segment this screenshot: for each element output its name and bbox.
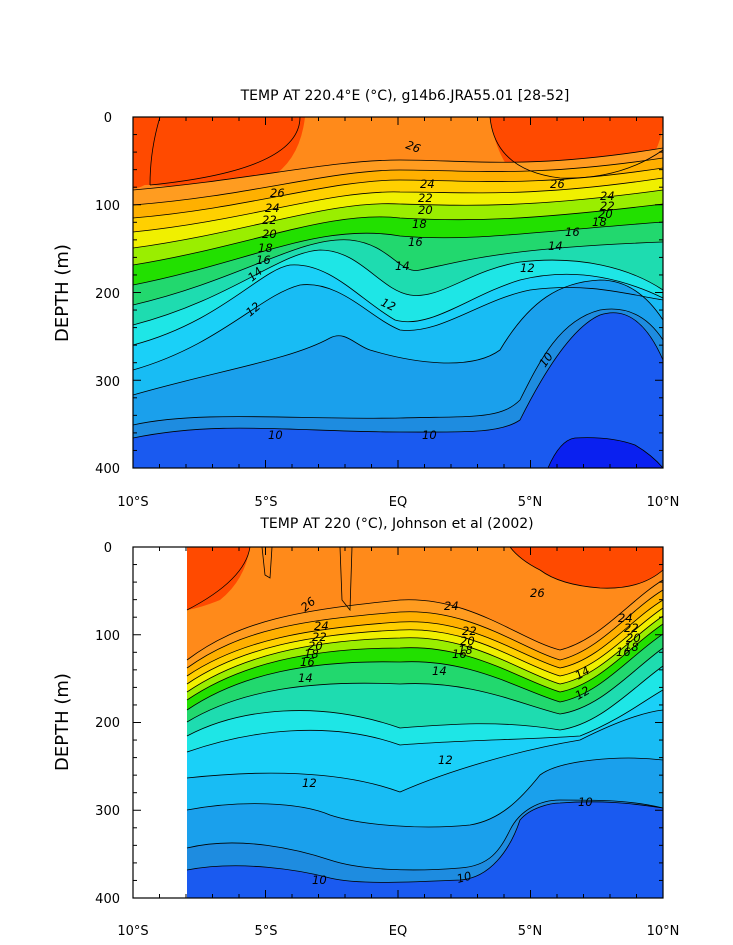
top-contour-lines bbox=[132, 116, 664, 469]
top-ytick-label: 400 bbox=[95, 462, 120, 477]
top-label: 16 bbox=[565, 225, 580, 239]
bottom-label: 12 bbox=[302, 776, 317, 790]
bottom-ytick-label: 100 bbox=[95, 629, 120, 644]
top-ytick-label: 100 bbox=[95, 199, 120, 214]
bottom-ytick-label: 400 bbox=[95, 892, 120, 907]
bottom-label: 18 bbox=[458, 643, 473, 657]
top-label: 10 bbox=[422, 428, 437, 442]
top-label: 16 bbox=[256, 253, 271, 267]
bottom-label: 12 bbox=[438, 753, 453, 767]
bottom-fill-26-west bbox=[187, 547, 250, 610]
top-xtick-label: 5°N bbox=[518, 495, 543, 510]
top-label: 24 bbox=[600, 189, 615, 203]
top-label: 22 bbox=[262, 213, 277, 227]
bottom-label: 14 bbox=[573, 663, 593, 682]
top-label: 26 bbox=[404, 138, 423, 156]
top-label: 20 bbox=[418, 203, 433, 217]
bottom-label: 22 bbox=[312, 630, 327, 644]
top-label: 10 bbox=[268, 428, 283, 442]
bottom-xtick-label: 5°N bbox=[518, 924, 543, 939]
bottom-ytick-label: 0 bbox=[104, 541, 112, 556]
top-label: 18 bbox=[592, 215, 607, 229]
top-label: 18 bbox=[412, 217, 427, 231]
top-ytick-label: 0 bbox=[104, 111, 112, 126]
bottom-xtick-label: 10°S bbox=[117, 924, 148, 939]
bottom-fill-26-east bbox=[510, 547, 663, 589]
bottom-label: 26 bbox=[530, 586, 545, 600]
top-label: 14 bbox=[395, 259, 410, 273]
bottom-label: 16 bbox=[616, 645, 631, 659]
bottom-label: 24 bbox=[618, 611, 633, 625]
top-label: 26 bbox=[270, 186, 285, 200]
bottom-label: 10 bbox=[312, 873, 327, 887]
bottom-xtick-label: 5°S bbox=[254, 924, 277, 939]
top-ytick-label: 300 bbox=[95, 375, 120, 390]
bottom-title: TEMP AT 220 (°C), Johnson et al (2002) bbox=[259, 516, 533, 532]
top-label: 26 bbox=[550, 177, 565, 191]
bottom-label: 18 bbox=[304, 647, 319, 661]
bottom-label: 20 bbox=[308, 639, 323, 653]
top-contour-labels: 26 26 26 24 24 24 22 22 22 20 20 20 18 1… bbox=[243, 138, 615, 442]
bottom-label: 18 bbox=[624, 640, 639, 654]
bottom-label: 24 bbox=[444, 599, 459, 613]
bottom-xtick-label: EQ bbox=[389, 924, 407, 939]
bottom-label: 20 bbox=[460, 634, 475, 648]
top-xtick-label: 5°S bbox=[254, 495, 277, 510]
top-fill-26-west2 bbox=[133, 117, 305, 187]
top-label: 14 bbox=[548, 239, 563, 253]
bottom-label: 20 bbox=[626, 631, 641, 645]
top-label: 24 bbox=[265, 201, 280, 215]
bottom-xtick-label: 10°N bbox=[647, 924, 680, 939]
bottom-ytick-label: 200 bbox=[95, 716, 120, 731]
top-label: 22 bbox=[418, 191, 433, 205]
top-label: 12 bbox=[379, 295, 398, 314]
bottom-label: 24 bbox=[314, 619, 329, 633]
bottom-ytick-label: 300 bbox=[95, 804, 120, 819]
bottom-ylabel: DEPTH (m) bbox=[52, 673, 73, 771]
bottom-label: 22 bbox=[624, 621, 639, 635]
bottom-label: 10 bbox=[578, 795, 593, 809]
top-label: 24 bbox=[420, 177, 435, 191]
bottom-panel: TEMP AT 220 (°C), Johnson et al (2002) bbox=[52, 516, 679, 939]
bottom-axis-ticks bbox=[132, 546, 664, 899]
top-label: 20 bbox=[598, 207, 613, 221]
bottom-label: 12 bbox=[573, 683, 593, 702]
top-label: 18 bbox=[258, 241, 273, 255]
bottom-label: 10 bbox=[455, 869, 473, 886]
top-title: TEMP AT 220.4°E (°C), g14b6.JRA55.01 [28… bbox=[240, 88, 570, 104]
top-ytick-label: 200 bbox=[95, 287, 120, 302]
top-label: 12 bbox=[520, 261, 535, 275]
bottom-field bbox=[187, 547, 663, 898]
top-label: 20 bbox=[262, 227, 277, 241]
top-ylabel: DEPTH (m) bbox=[52, 244, 73, 342]
top-xtick-label: 10°N bbox=[647, 495, 680, 510]
top-label: 16 bbox=[408, 235, 423, 249]
bottom-label: 14 bbox=[432, 664, 447, 678]
top-panel: TEMP AT 220.4°E (°C), g14b6.JRA55.01 [28… bbox=[52, 88, 679, 510]
top-axis-ticks bbox=[132, 116, 664, 469]
bottom-label: 14 bbox=[298, 671, 313, 685]
top-xtick-label: 10°S bbox=[117, 495, 148, 510]
top-label: 10 bbox=[536, 350, 556, 370]
bottom-label: 16 bbox=[300, 655, 315, 669]
top-xtick-label: EQ bbox=[389, 495, 407, 510]
bottom-contour-labels: 26 26 26 24 24 24 22 22 22 20 20 20 18 1… bbox=[298, 586, 641, 887]
top-label: 22 bbox=[600, 199, 615, 213]
bottom-label: 22 bbox=[462, 624, 477, 638]
bottom-contour-lines bbox=[186, 546, 664, 883]
bottom-label: 16 bbox=[452, 647, 467, 661]
